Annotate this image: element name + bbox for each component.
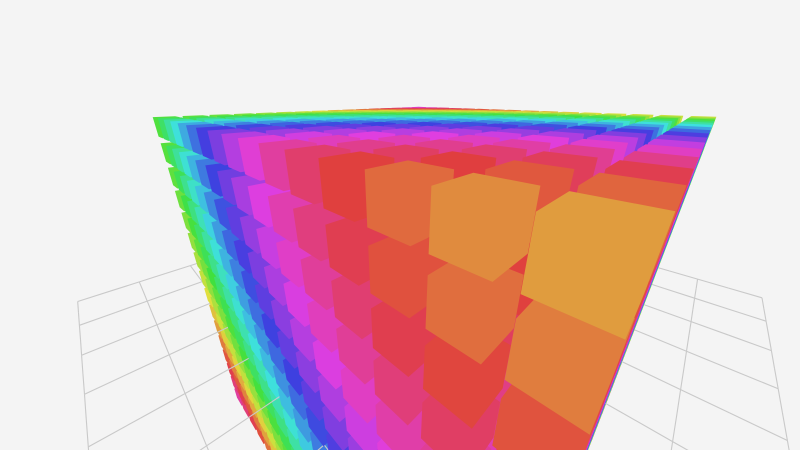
grid-line: [670, 441, 674, 450]
grid-line: [637, 368, 681, 391]
grid-line: [85, 418, 89, 447]
cube: [520, 191, 676, 340]
grid-line: [206, 416, 250, 447]
grid-line: [648, 335, 687, 352]
grid-line: [138, 281, 144, 292]
grid-line: [663, 287, 695, 299]
grid-line: [77, 301, 80, 313]
grid-line: [728, 334, 772, 352]
grid-line: [79, 339, 83, 356]
grid-line: [151, 312, 158, 326]
grid-line: [168, 338, 204, 356]
grid-line: [189, 265, 197, 274]
grid-line: [729, 412, 788, 441]
grid-line: [688, 321, 692, 336]
grid-line: [165, 265, 191, 274]
grid-line: [77, 312, 80, 326]
grid-line: [142, 290, 148, 302]
grid-line: [79, 312, 116, 326]
grid-line: [81, 338, 122, 356]
grid-line: [770, 350, 776, 369]
grid-line: [77, 290, 111, 303]
grid-line: [195, 272, 203, 282]
grid-line: [84, 372, 131, 395]
grid-line: [146, 300, 153, 313]
grid-line: [129, 354, 170, 374]
grid-line: [728, 287, 763, 299]
grid-line: [768, 334, 772, 351]
cube: [428, 172, 541, 282]
grid-line: [694, 297, 729, 310]
grid-line: [690, 309, 694, 322]
cube: [425, 252, 524, 365]
grid-line: [657, 308, 692, 323]
grid-line: [680, 389, 731, 414]
grid-line: [81, 355, 84, 374]
grid-line: [121, 324, 158, 340]
grid-line: [623, 413, 673, 443]
grid-line: [140, 393, 186, 419]
grid-line: [139, 272, 167, 283]
grid-line: [763, 308, 767, 322]
grid-line: [676, 389, 682, 414]
grid-line: [156, 324, 164, 340]
grid-line: [728, 368, 779, 390]
grid-line: [781, 412, 788, 441]
grid-line: [761, 297, 765, 309]
grid-line: [672, 413, 678, 442]
grid-line: [697, 278, 729, 289]
grid-line: [175, 281, 203, 292]
grid-line: [685, 335, 690, 352]
grid-line: [194, 417, 208, 447]
grid-line: [115, 300, 148, 314]
grid-line: [83, 394, 87, 419]
grid-line: [669, 270, 698, 280]
grid-line: [184, 393, 196, 418]
grid-line: [765, 321, 770, 336]
grid-line: [82, 373, 86, 395]
grid-line: [176, 372, 186, 394]
grid-line: [694, 288, 697, 299]
grid-line: [88, 417, 141, 448]
grid-line: [686, 350, 730, 370]
grid-line: [184, 371, 224, 394]
grid-line: [683, 351, 688, 370]
grid-line: [690, 321, 729, 336]
grid-line: [162, 338, 170, 355]
grid-line: [156, 311, 189, 326]
grid-line: [672, 441, 689, 450]
grid-line: [728, 308, 767, 322]
grid-line: [777, 388, 783, 413]
grid-line: [680, 368, 685, 390]
grid-line: [147, 290, 177, 302]
grid-line: [78, 325, 82, 340]
grid-line: [786, 440, 790, 450]
grid-line: [692, 298, 696, 310]
grid-line: [695, 279, 699, 289]
grid-line: [773, 368, 779, 389]
grid-line: [109, 281, 140, 292]
grid-line: [168, 354, 178, 373]
grid-line: [248, 392, 286, 418]
